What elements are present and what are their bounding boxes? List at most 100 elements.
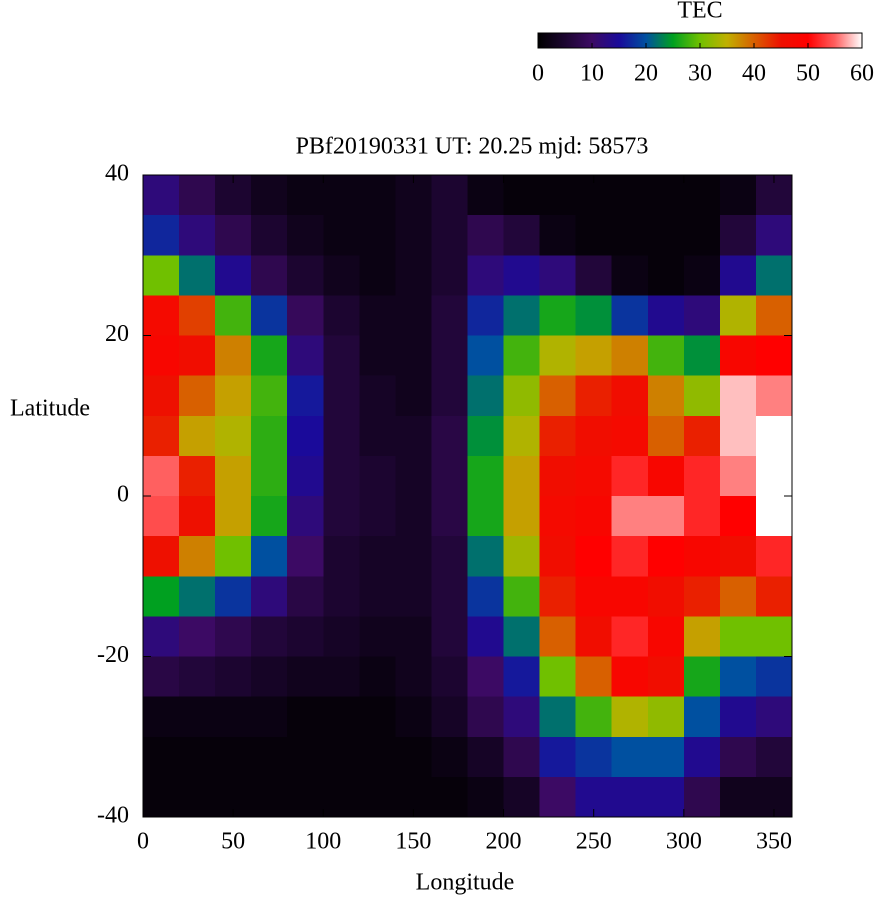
heatmap-cell <box>611 536 649 577</box>
heatmap-cell <box>503 696 541 738</box>
heatmap-cell <box>287 455 324 497</box>
heatmap-cell <box>539 255 577 296</box>
x-tick-label: 0 <box>137 829 149 855</box>
heatmap-cell <box>683 455 721 497</box>
heatmap-cell <box>647 776 685 818</box>
heatmap-cell <box>431 175 468 216</box>
colorbar-tick-label: 40 <box>742 61 766 87</box>
heatmap-cell <box>647 215 685 256</box>
heatmap-cell <box>359 656 396 698</box>
heatmap-cell <box>251 335 288 377</box>
heatmap-cell <box>611 255 649 296</box>
heatmap-cell <box>719 215 757 256</box>
heatmap-cell <box>143 295 180 336</box>
heatmap-cell <box>323 536 360 577</box>
heatmap-cell <box>647 175 685 216</box>
heatmap-cell <box>647 295 685 336</box>
heatmap-cell <box>395 295 432 336</box>
heatmap-cell <box>575 455 613 497</box>
heatmap-cell <box>359 295 396 336</box>
heatmap-cell <box>467 696 505 738</box>
heatmap-cell <box>503 576 541 617</box>
heatmap-cell <box>611 656 649 698</box>
heatmap-cell <box>539 776 577 818</box>
heatmap-cell <box>143 415 180 457</box>
heatmap-cell <box>683 616 721 657</box>
heatmap-cell <box>287 215 324 256</box>
heatmap-cell <box>215 536 252 577</box>
heatmap-cell <box>143 496 180 537</box>
heatmap-cell <box>575 616 613 657</box>
heatmap-cell <box>755 616 793 657</box>
heatmap-cell <box>179 375 216 417</box>
heatmap-cell <box>719 576 757 617</box>
heatmap-cell <box>179 255 216 296</box>
heatmap-cell <box>215 616 252 657</box>
heatmap-cell <box>359 215 396 256</box>
heatmap-cell <box>467 536 505 577</box>
heatmap-cell <box>611 295 649 336</box>
heatmap-cell <box>395 616 432 657</box>
heatmap-cell <box>683 335 721 377</box>
heatmap-cell <box>755 335 793 377</box>
heatmap-cell <box>287 496 324 537</box>
heatmap-cell <box>431 656 468 698</box>
heatmap-cell <box>215 736 252 778</box>
heatmap-cell <box>359 335 396 377</box>
heatmap-cell <box>755 255 793 296</box>
heatmap-cell <box>143 375 180 417</box>
heatmap-cell <box>719 335 757 377</box>
heatmap-cell <box>431 215 468 256</box>
heatmap-cell <box>251 295 288 336</box>
heatmap-cell <box>359 696 396 738</box>
heatmap-cell <box>287 616 324 657</box>
heatmap-cell <box>359 736 396 778</box>
y-tick-label: -20 <box>97 642 129 668</box>
heatmap-cell <box>755 295 793 336</box>
heatmap-cell <box>755 736 793 778</box>
heatmap-cell <box>719 776 757 818</box>
y-tick-label: 40 <box>105 161 129 187</box>
heatmap-cell <box>287 776 324 818</box>
heatmap-cell <box>323 175 360 216</box>
heatmap-cell <box>611 776 649 818</box>
heatmap-cell <box>683 696 721 738</box>
heatmap-cell <box>323 295 360 336</box>
heatmap-cell <box>287 175 324 216</box>
heatmap-cell <box>179 616 216 657</box>
x-tick-label: 300 <box>666 829 702 855</box>
heatmap-cell <box>503 415 541 457</box>
heatmap-cell <box>179 295 216 336</box>
heatmap-cell <box>539 656 577 698</box>
heatmap-cell <box>719 496 757 537</box>
heatmap-cell <box>395 656 432 698</box>
heatmap-cell <box>683 576 721 617</box>
heatmap-cell <box>287 736 324 778</box>
x-tick-label: 150 <box>395 829 431 855</box>
heatmap-cell <box>359 375 396 417</box>
heatmap-cell <box>143 576 180 617</box>
heatmap-cell <box>431 496 468 537</box>
heatmap-cell <box>575 536 613 577</box>
heatmap-cell <box>359 175 396 216</box>
heatmap-cell <box>431 536 468 577</box>
heatmap-cell <box>503 255 541 296</box>
x-axis-label: Longitude <box>416 870 515 896</box>
heatmap-cell <box>683 255 721 296</box>
heatmap-cell <box>683 415 721 457</box>
heatmap-cell <box>611 736 649 778</box>
heatmap-cell <box>251 536 288 577</box>
heatmap-cell <box>467 215 505 256</box>
heatmap-cell <box>143 616 180 657</box>
heatmap-cell <box>287 415 324 457</box>
heatmap-cell <box>647 536 685 577</box>
heatmap-cell <box>539 616 577 657</box>
heatmap-cell <box>683 295 721 336</box>
colorbar-tick-label: 50 <box>796 61 820 87</box>
heatmap-cell <box>431 576 468 617</box>
heatmap-cell <box>503 536 541 577</box>
x-tick-label: 350 <box>756 829 792 855</box>
chart-title: PBf20190331 UT: 20.25 mjd: 58573 <box>296 134 649 160</box>
heatmap-cell <box>683 175 721 216</box>
